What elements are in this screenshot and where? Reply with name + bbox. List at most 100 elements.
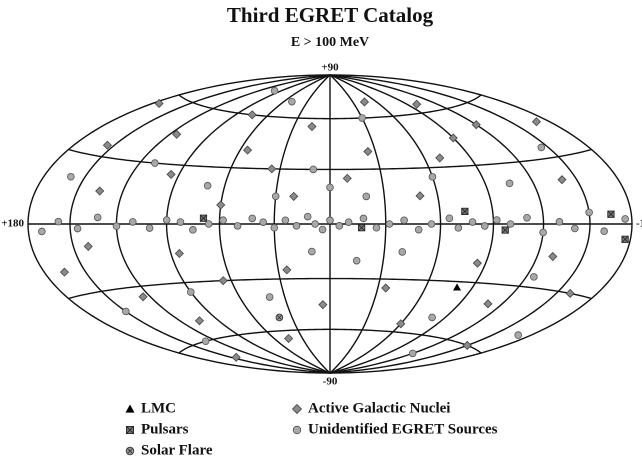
marker-part bbox=[408, 349, 417, 358]
source-point bbox=[204, 220, 213, 228]
source-point bbox=[93, 213, 102, 222]
marker-part bbox=[189, 226, 197, 234]
marker-part bbox=[151, 159, 159, 167]
source-point bbox=[621, 215, 629, 223]
marker-part bbox=[292, 222, 301, 230]
source-point bbox=[400, 216, 408, 225]
source-point bbox=[428, 173, 437, 181]
source-point bbox=[396, 319, 406, 329]
marker-part bbox=[359, 97, 370, 107]
marker-part bbox=[412, 99, 422, 109]
marker-part bbox=[415, 191, 425, 201]
source-point bbox=[275, 313, 284, 322]
marker-part bbox=[468, 218, 477, 226]
marker-part bbox=[203, 181, 212, 190]
source-point bbox=[585, 208, 593, 217]
marker-part bbox=[265, 293, 274, 301]
marker-part bbox=[506, 220, 515, 228]
marker-part bbox=[352, 256, 361, 265]
marker-part bbox=[309, 165, 318, 174]
source-point bbox=[318, 225, 327, 234]
source-point bbox=[530, 273, 538, 281]
marker-part bbox=[445, 214, 454, 223]
marker-part bbox=[174, 248, 184, 259]
marker-part bbox=[523, 213, 531, 222]
source-point bbox=[412, 99, 422, 109]
marker-part bbox=[531, 117, 542, 127]
marker-part bbox=[276, 314, 283, 321]
lon-label: -180 bbox=[636, 218, 642, 230]
marker-part bbox=[93, 213, 102, 222]
marker-part bbox=[112, 222, 121, 230]
marker-part bbox=[326, 216, 334, 225]
source-point bbox=[363, 146, 373, 157]
marker-part bbox=[200, 214, 207, 222]
source-point bbox=[326, 183, 334, 192]
marker-part bbox=[539, 228, 547, 237]
marker-part bbox=[585, 208, 593, 217]
source-point bbox=[472, 258, 482, 268]
marker-part bbox=[318, 225, 327, 234]
marker-part bbox=[216, 200, 226, 210]
marker-part bbox=[385, 220, 394, 228]
source-point bbox=[166, 169, 176, 179]
source-point bbox=[335, 222, 344, 230]
legend-label: Active Galactic Nuclei bbox=[308, 400, 450, 416]
source-point bbox=[265, 293, 274, 301]
lat-label: +90 bbox=[321, 62, 339, 74]
source-point bbox=[199, 214, 208, 222]
source-point bbox=[281, 216, 290, 225]
marker-part bbox=[303, 212, 312, 221]
source-point bbox=[471, 120, 481, 130]
marker-part bbox=[335, 222, 344, 230]
source-point bbox=[138, 292, 148, 302]
marker-part bbox=[428, 313, 436, 322]
source-point bbox=[219, 216, 227, 225]
source-point bbox=[284, 333, 294, 344]
source-point bbox=[501, 226, 509, 234]
marker-part bbox=[259, 218, 267, 226]
source-point bbox=[548, 251, 558, 262]
marker-part bbox=[359, 214, 368, 223]
marker-part bbox=[621, 215, 629, 223]
source-point bbox=[174, 248, 184, 259]
source-point bbox=[289, 191, 299, 201]
source-point bbox=[176, 218, 185, 226]
marker-part bbox=[281, 216, 290, 225]
marker-part bbox=[233, 222, 242, 230]
marker-part bbox=[83, 241, 93, 251]
source-point bbox=[621, 235, 629, 243]
marker-part bbox=[270, 223, 279, 232]
source-point bbox=[259, 218, 267, 226]
marker-part bbox=[218, 276, 228, 286]
sources bbox=[38, 86, 629, 362]
marker-part bbox=[381, 283, 391, 293]
source-point bbox=[414, 225, 423, 234]
source-point bbox=[189, 226, 197, 234]
legend-label: Solar Flare bbox=[141, 442, 213, 458]
source-point bbox=[358, 114, 366, 122]
source-point bbox=[352, 256, 361, 265]
marker-part bbox=[427, 220, 436, 228]
marker-part bbox=[448, 133, 458, 143]
source-point bbox=[445, 214, 454, 223]
source-point bbox=[600, 227, 608, 235]
source-point bbox=[309, 165, 318, 174]
legend-symbol bbox=[291, 403, 303, 415]
legend-label: Pulsars bbox=[141, 421, 189, 437]
source-point bbox=[461, 207, 469, 216]
marker-part bbox=[311, 220, 319, 228]
marker-part bbox=[292, 425, 302, 435]
legend-symbol bbox=[125, 404, 135, 413]
source-point bbox=[67, 172, 75, 181]
source-point bbox=[216, 200, 226, 210]
source-point bbox=[539, 228, 547, 237]
source-point bbox=[194, 316, 204, 326]
source-point bbox=[270, 223, 279, 232]
marker-part bbox=[67, 172, 75, 181]
marker-part bbox=[326, 183, 334, 192]
marker-part bbox=[571, 224, 579, 233]
marker-part bbox=[471, 120, 481, 130]
marker-part bbox=[548, 251, 558, 262]
marker-part bbox=[505, 179, 514, 188]
